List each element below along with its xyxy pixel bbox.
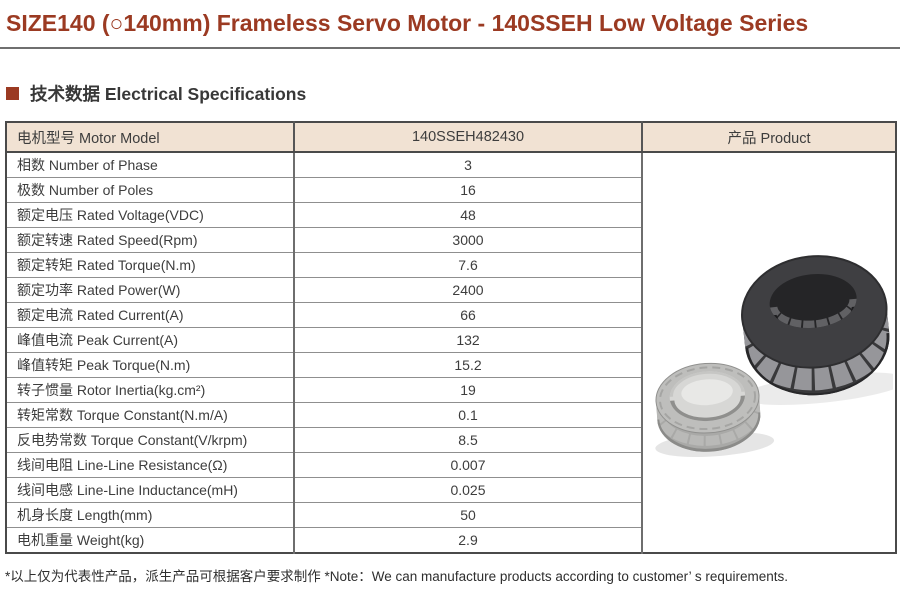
section-header: 技术数据 Electrical Specifications xyxy=(6,81,895,106)
spec-value: 50 xyxy=(293,502,642,528)
spec-value: 15.2 xyxy=(293,352,642,378)
spec-label: 峰值转矩 Peak Torque(N.m) xyxy=(6,352,294,378)
spec-label: 转矩常数 Torque Constant(N.m/A) xyxy=(6,402,294,428)
spec-label: 反电势常数 Torque Constant(V/krpm) xyxy=(6,427,294,453)
product-image-cell xyxy=(641,152,896,553)
spec-table-row: 电机重量 Weight(kg) 2.9 xyxy=(6,527,896,553)
spec-value: 48 xyxy=(293,202,642,228)
spec-label: 额定转速 Rated Speed(Rpm) xyxy=(6,227,294,253)
spec-label: 线间电阻 Line-Line Resistance(Ω) xyxy=(6,452,294,478)
spec-table-row: 额定电压 Rated Voltage(VDC) 48 xyxy=(6,202,896,228)
spec-table-row: 反电势常数 Torque Constant(V/krpm) 8.5 xyxy=(6,427,896,453)
page-title: SIZE140 (○140mm) Frameless Servo Motor -… xyxy=(6,10,809,36)
spec-label: 线间电感 Line-Line Inductance(mH) xyxy=(6,477,294,503)
spec-value: 8.5 xyxy=(293,427,642,453)
spec-label: 额定功率 Rated Power(W) xyxy=(6,277,294,303)
motor-product-photo xyxy=(655,255,893,457)
spec-label: 额定电流 Rated Current(A) xyxy=(6,302,294,328)
spec-value: 7.6 xyxy=(293,252,642,278)
spec-table-row: 机身长度 Length(mm) 50 xyxy=(6,502,896,528)
spec-table-row: 线间电感 Line-Line Inductance(mH) 0.025 xyxy=(6,477,896,503)
spec-value: 19 xyxy=(293,377,642,403)
spec-value: 0.007 xyxy=(293,452,642,478)
spec-table-row: 线间电阻 Line-Line Resistance(Ω) 0.007 xyxy=(6,452,896,478)
spec-value: 66 xyxy=(293,302,642,328)
spec-value: 132 xyxy=(293,327,642,353)
spec-value: 2.9 xyxy=(293,527,642,553)
spec-table-row: 极数 Number of Poles 16 xyxy=(6,177,896,203)
electrical-specs-table: 电机型号 Motor Model 140SSEH482430 产品 Produc… xyxy=(5,121,897,554)
rotor-ring-image xyxy=(655,362,775,457)
spec-table-row: 额定转速 Rated Speed(Rpm) 3000 xyxy=(6,227,896,253)
spec-label: 极数 Number of Poles xyxy=(6,177,294,203)
spec-table-row: 转矩常数 Torque Constant(N.m/A) 0.1 xyxy=(6,402,896,428)
spec-table-row: 额定功率 Rated Power(W) 2400 xyxy=(6,277,896,303)
col-header-motor-model: 电机型号 Motor Model xyxy=(6,122,294,153)
spec-table-row: 转子惯量 Rotor Inertia(kg.cm²) 19 xyxy=(6,377,896,403)
col-header-model-number: 140SSEH482430 xyxy=(293,122,642,153)
spec-value: 16 xyxy=(293,177,642,203)
spec-table-row: 额定转矩 Rated Torque(N.m) 7.6 xyxy=(6,252,896,278)
spec-value: 3 xyxy=(293,152,642,178)
col-header-product: 产品 Product xyxy=(641,122,896,153)
section-bullet-icon xyxy=(6,87,19,100)
spec-label: 相数 Number of Phase xyxy=(17,157,158,173)
title-divider xyxy=(0,47,900,49)
spec-label: 电机重量 Weight(kg) xyxy=(6,527,294,553)
spec-label: 峰值电流 Peak Current(A) xyxy=(6,327,294,353)
spec-table-row: 峰值转矩 Peak Torque(N.m) 15.2 xyxy=(6,352,896,378)
spec-label: 机身长度 Length(mm) xyxy=(6,502,294,528)
stator-ring-image xyxy=(741,255,893,405)
section-title: 技术数据 Electrical Specifications xyxy=(30,84,307,104)
spec-value: 0.025 xyxy=(293,477,642,503)
spec-label: 额定电压 Rated Voltage(VDC) xyxy=(6,202,294,228)
spec-label: 额定转矩 Rated Torque(N.m) xyxy=(6,252,294,278)
spec-label: 转子惯量 Rotor Inertia(kg.cm²) xyxy=(6,377,294,403)
spec-value: 0.1 xyxy=(293,402,642,428)
spec-value: 2400 xyxy=(293,277,642,303)
spec-value: 3000 xyxy=(293,227,642,253)
spec-table-row: 峰值电流 Peak Current(A) 132 xyxy=(6,327,896,353)
table-header-row: 电机型号 Motor Model 140SSEH482430 产品 Produc… xyxy=(6,122,896,153)
spec-table-row: 额定电流 Rated Current(A) 66 xyxy=(6,302,896,328)
footnote: *以上仅为代表性产品，派生产品可根据客户要求制作 *Note：We can ma… xyxy=(5,569,788,584)
spec-table-row: 相数 Number of Phase 3 xyxy=(6,152,896,553)
